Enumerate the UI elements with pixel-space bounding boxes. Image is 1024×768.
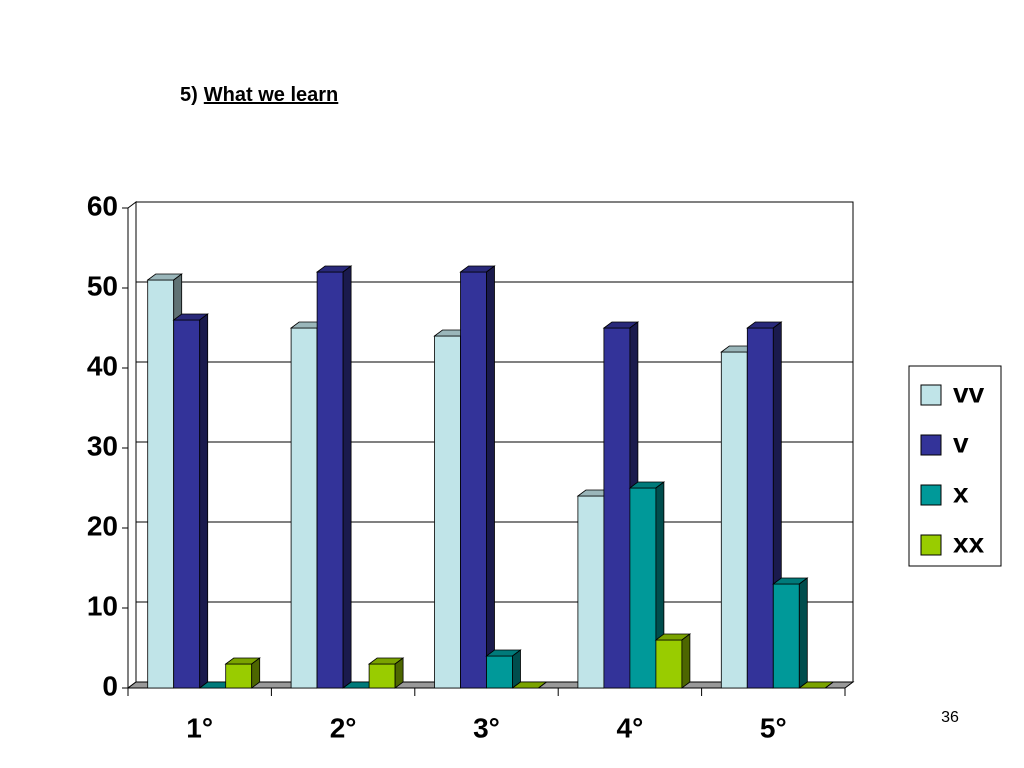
- bar-front: [434, 335, 461, 689]
- bar-front: [173, 319, 201, 689]
- title-text: What we learn: [204, 84, 338, 106]
- bar-side: [486, 265, 495, 689]
- bar-side: [512, 649, 521, 689]
- x-tick-label: 5°: [760, 712, 787, 743]
- bar-side: [825, 681, 834, 689]
- bar-front: [290, 327, 318, 689]
- slide-number: 36: [941, 709, 959, 726]
- x-tick-label: 3°: [473, 712, 500, 743]
- legend-label: vv: [953, 377, 985, 408]
- bar: [367, 657, 405, 689]
- bar-side: [798, 577, 808, 689]
- bar: [485, 649, 522, 689]
- legend-swatch: [920, 384, 942, 406]
- legend-swatch: [920, 534, 942, 556]
- legend-swatch: [920, 484, 942, 506]
- side-wall: [127, 201, 137, 689]
- legend-label: x: [953, 477, 969, 508]
- bar-front: [486, 655, 513, 689]
- bar-side: [342, 265, 352, 689]
- legend-swatch: [920, 434, 942, 456]
- bar-front: [720, 351, 748, 689]
- bar-front: [225, 663, 253, 689]
- y-tick-label: 0: [102, 670, 118, 701]
- bar: [511, 681, 548, 689]
- bar: [654, 633, 692, 689]
- bar: [798, 681, 835, 689]
- x-tick-label: 2°: [330, 712, 357, 743]
- y-tick-label: 10: [87, 590, 118, 621]
- bar-front: [629, 487, 657, 689]
- bar-front: [746, 327, 774, 689]
- bar: [315, 265, 353, 689]
- bar-front: [655, 639, 683, 689]
- y-tick-label: 40: [87, 350, 118, 381]
- x-tick-label: 4°: [617, 712, 644, 743]
- bar: [746, 321, 783, 689]
- legend-label: v: [953, 427, 969, 458]
- bar-front: [147, 279, 175, 689]
- bar-front: [460, 271, 487, 689]
- y-tick-label: 20: [87, 510, 118, 541]
- bar-side: [251, 657, 261, 689]
- y-tick-label: 50: [87, 270, 118, 301]
- y-tick-label: 60: [87, 190, 118, 221]
- chart-title: 5) What we learn: [180, 84, 338, 106]
- bar-front: [368, 663, 396, 689]
- x-tick-label: 1°: [186, 712, 213, 743]
- bar-side: [538, 681, 547, 689]
- bar-front: [772, 583, 800, 689]
- bar-side: [681, 633, 691, 689]
- bar-side: [199, 313, 209, 689]
- bar: [459, 265, 496, 689]
- legend-label: xx: [953, 527, 985, 558]
- bar-front: [316, 271, 344, 689]
- bar-side: [394, 657, 404, 689]
- bar: [224, 657, 261, 689]
- bar: [172, 313, 209, 689]
- y-tick-label: 30: [87, 430, 118, 461]
- bar: [772, 577, 809, 689]
- title-number: 5): [180, 84, 198, 106]
- bar-front: [577, 495, 605, 689]
- bar-front: [603, 327, 631, 689]
